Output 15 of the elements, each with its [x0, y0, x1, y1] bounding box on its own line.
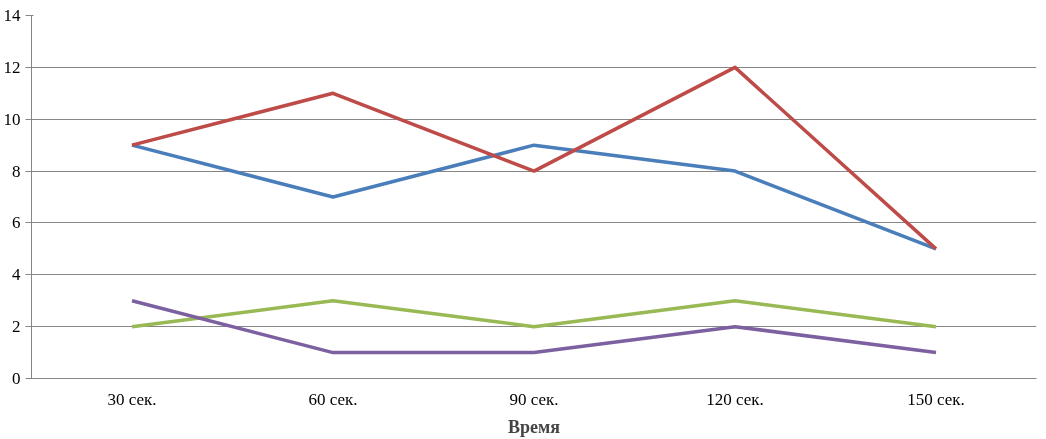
y-tick-label: 2	[12, 317, 21, 337]
y-tick-label: 10	[3, 109, 21, 129]
x-tick-label: 120 сек.	[706, 389, 764, 409]
x-axis-title: Время	[508, 416, 561, 437]
x-tick-label: 150 сек.	[907, 389, 965, 409]
y-tick-label: 4	[12, 265, 21, 285]
x-tick-label: 60 сек.	[308, 389, 358, 409]
x-tick-label: 30 сек.	[107, 389, 157, 409]
y-tick-label: 12	[3, 57, 21, 77]
y-tick-label: 0	[12, 369, 21, 388]
y-tick-label: 6	[12, 213, 21, 233]
y-tick-label: 8	[12, 161, 21, 181]
x-tick-label: 90 сек.	[509, 389, 559, 409]
y-tick-label: 14	[3, 6, 21, 25]
line-series	[130, 65, 938, 251]
